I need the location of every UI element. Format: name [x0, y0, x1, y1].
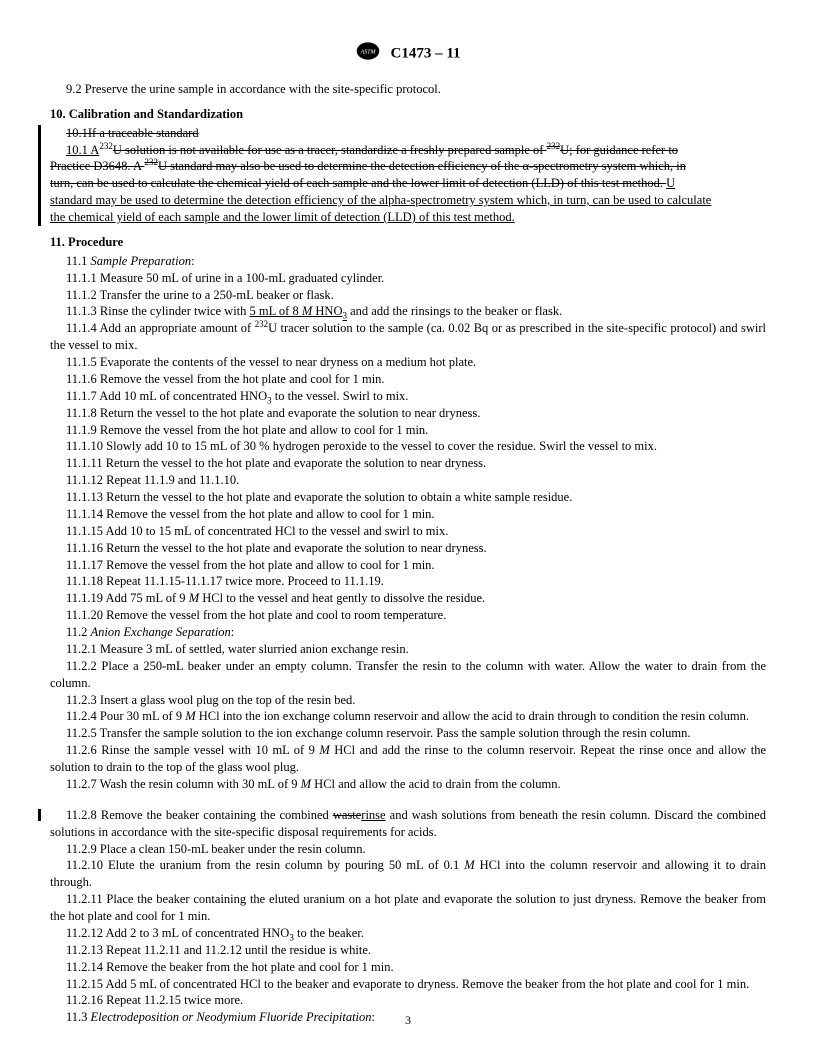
- para-10-1d: standard may be used to determine the de…: [50, 192, 766, 209]
- astm-logo-icon: ASTM: [355, 40, 381, 67]
- para-11-1-6: 11.1.6 Remove the vessel from the hot pl…: [50, 371, 766, 388]
- para-11-2-10: 11.2.10 Elute the uranium from the resin…: [50, 857, 766, 891]
- para-11-1-5: 11.1.5 Evaporate the contents of the ves…: [50, 354, 766, 371]
- para-10-1e: the chemical yield of each sample and th…: [50, 209, 766, 226]
- para-11-1-18: 11.1.18 Repeat 11.1.15-11.1.17 twice mor…: [50, 573, 766, 590]
- para-11-2: 11.2 Anion Exchange Separation:: [50, 624, 766, 641]
- para-11-1-4: 11.1.4 Add an appropriate amount of 232U…: [50, 320, 766, 354]
- para-11-2-4: 11.2.4 Pour 30 mL of 9 M HCl into the io…: [50, 708, 766, 725]
- para-11-2-1: 11.2.1 Measure 3 mL of settled, water sl…: [50, 641, 766, 658]
- para-11-2-13: 11.2.13 Repeat 11.2.11 and 11.2.12 until…: [50, 942, 766, 959]
- para-9-2: 9.2 Preserve the urine sample in accorda…: [50, 81, 766, 98]
- para-11-1-13: 11.1.13 Return the vessel to the hot pla…: [50, 489, 766, 506]
- para-11-1-8: 11.1.8 Return the vessel to the hot plat…: [50, 405, 766, 422]
- para-10-1-old: 10.1If a traceable standard: [50, 125, 766, 142]
- para-11-1-3: 11.1.3 Rinse the cylinder twice with 5 m…: [50, 303, 766, 320]
- para-11-2-8-block: 11.2.8 Remove the beaker containing the …: [50, 807, 766, 841]
- para-11-1-15: 11.1.15 Add 10 to 15 mL of concentrated …: [50, 523, 766, 540]
- page-number: 3: [0, 1012, 816, 1028]
- para-11-1-20: 11.1.20 Remove the vessel from the hot p…: [50, 607, 766, 624]
- svg-text:ASTM: ASTM: [360, 50, 377, 56]
- section-11-title: 11. Procedure: [50, 234, 766, 251]
- para-11-2-6: 11.2.6 Rinse the sample vessel with 10 m…: [50, 742, 766, 776]
- para-10-1: 10.1 A232U solution is not available for…: [50, 142, 766, 159]
- para-11-1: 11.1 Sample Preparation:: [50, 253, 766, 270]
- para-11-1-19: 11.1.19 Add 75 mL of 9 M HCl to the vess…: [50, 590, 766, 607]
- page-header: ASTM C1473 – 11: [50, 40, 766, 67]
- para-11-2-15: 11.2.15 Add 5 mL of concentrated HCl to …: [50, 976, 766, 993]
- para-11-1-2: 11.1.2 Transfer the urine to a 250-mL be…: [50, 287, 766, 304]
- para-11-1-11: 11.1.11 Return the vessel to the hot pla…: [50, 455, 766, 472]
- change-bar-icon: [38, 809, 41, 821]
- para-11-1-1: 11.1.1 Measure 50 mL of urine in a 100-m…: [50, 270, 766, 287]
- para-11-1-17: 11.1.17 Remove the vessel from the hot p…: [50, 557, 766, 574]
- para-11-1-14: 11.1.14 Remove the vessel from the hot p…: [50, 506, 766, 523]
- para-11-1-10: 11.1.10 Slowly add 10 to 15 mL of 30 % h…: [50, 438, 766, 455]
- para-11-2-12: 11.2.12 Add 2 to 3 mL of concentrated HN…: [50, 925, 766, 942]
- para-11-1-12: 11.1.12 Repeat 11.1.9 and 11.1.10.: [50, 472, 766, 489]
- para-11-1-16: 11.1.16 Return the vessel to the hot pla…: [50, 540, 766, 557]
- para-10-1c: turn, can be used to calculate the chemi…: [50, 175, 766, 192]
- para-11-2-16: 11.2.16 Repeat 11.2.15 twice more.: [50, 992, 766, 1009]
- section-10-title: 10. Calibration and Standardization: [50, 106, 766, 123]
- change-bar-icon: [38, 125, 41, 226]
- section-10-change-block: 10.1If a traceable standard 10.1 A232U s…: [50, 125, 766, 226]
- para-11-2-14: 11.2.14 Remove the beaker from the hot p…: [50, 959, 766, 976]
- para-11-2-5: 11.2.5 Transfer the sample solution to t…: [50, 725, 766, 742]
- para-11-2-2: 11.2.2 Place a 250-mL beaker under an em…: [50, 658, 766, 692]
- para-11-1-9: 11.1.9 Remove the vessel from the hot pl…: [50, 422, 766, 439]
- para-11-2-8: 11.2.8 Remove the beaker containing the …: [50, 807, 766, 841]
- para-11-2-3: 11.2.3 Insert a glass wool plug on the t…: [50, 692, 766, 709]
- para-11-2-7: 11.2.7 Wash the resin column with 30 mL …: [50, 776, 766, 793]
- para-11-1-7: 11.1.7 Add 10 mL of concentrated HNO3 to…: [50, 388, 766, 405]
- para-10-1b: Practice D3648. A 232U standard may also…: [50, 158, 766, 175]
- para-11-2-9: 11.2.9 Place a clean 150-mL beaker under…: [50, 841, 766, 858]
- para-11-2-11: 11.2.11 Place the beaker containing the …: [50, 891, 766, 925]
- document-number: C1473 – 11: [391, 45, 461, 61]
